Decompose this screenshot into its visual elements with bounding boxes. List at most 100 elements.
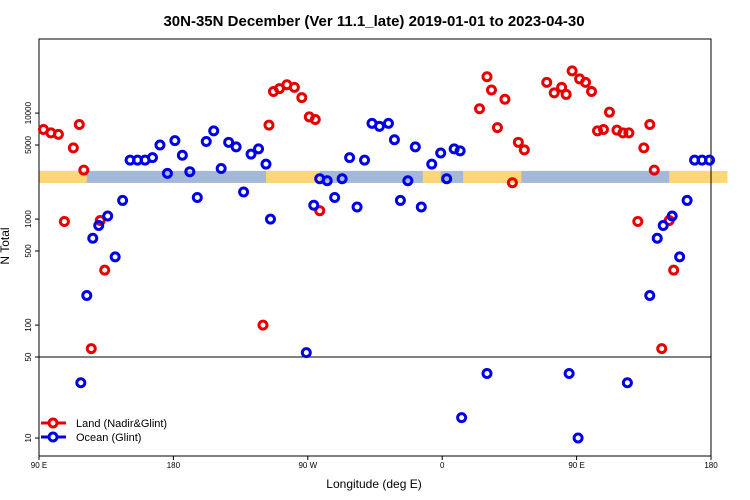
y-tick-label: 10	[24, 433, 33, 442]
legend-label: Ocean (Glint)	[76, 432, 141, 444]
x-tick-label: 90 E	[568, 461, 584, 470]
land-point	[566, 65, 578, 77]
ocean-point	[415, 201, 427, 213]
ocean-point	[704, 154, 716, 166]
land-point	[617, 127, 629, 139]
y-tick-label: 500	[24, 244, 33, 258]
ocean-point	[359, 154, 371, 166]
land-point	[52, 128, 64, 140]
land-point	[518, 144, 530, 156]
land-band-segment	[463, 170, 522, 183]
chart-title: 30N-35N December (Ver 11.1_late) 2019-01…	[163, 13, 584, 30]
ocean-point	[321, 175, 333, 187]
land-point	[586, 85, 598, 97]
ocean-point	[308, 199, 320, 211]
land-point	[644, 119, 656, 131]
ocean-point	[260, 158, 272, 170]
ocean-point	[388, 134, 400, 146]
land-band-segment	[669, 170, 728, 183]
land-point	[499, 93, 511, 105]
x-tick-label: 90 W	[298, 461, 317, 470]
ocean-point	[373, 120, 385, 132]
ocean-point	[109, 251, 121, 263]
land-point	[474, 103, 486, 115]
land-point	[512, 136, 524, 148]
plot-area: 50 100 500 1000 5000 10000 10 90 E 180 90 W 0 90 E 1…	[24, 38, 728, 470]
ocean-point	[666, 210, 678, 222]
ocean-point	[435, 147, 447, 159]
ocean-point	[481, 368, 493, 380]
legend-marker	[47, 431, 59, 443]
ocean-point	[681, 194, 693, 206]
land-point	[580, 76, 592, 88]
land-point	[632, 215, 644, 227]
ocean-point	[230, 141, 242, 153]
ocean-point	[154, 139, 166, 151]
land-point	[603, 106, 615, 118]
land-band-segment	[39, 170, 87, 183]
ocean-point	[223, 136, 235, 148]
land-point	[309, 114, 321, 126]
x-tick-label: 180	[704, 461, 718, 470]
land-point	[592, 125, 604, 137]
land-point	[263, 119, 275, 131]
ocean-point	[300, 347, 312, 359]
ocean-point	[657, 220, 669, 232]
x-tick-label: 90 E	[31, 461, 47, 470]
ocean-point	[87, 232, 99, 244]
land-band-segment	[265, 170, 320, 183]
y-axis-label: N Total	[0, 227, 12, 264]
land-point	[296, 92, 308, 104]
land-point	[73, 119, 85, 131]
ocean-point	[382, 117, 394, 129]
ocean-point	[81, 290, 93, 302]
land-point	[481, 71, 493, 83]
land-point	[548, 87, 560, 99]
land-point	[58, 215, 70, 227]
ocean-point	[344, 152, 356, 164]
ocean-band	[39, 170, 711, 183]
y-tick-label: 50	[24, 352, 33, 361]
ocean-point	[351, 201, 363, 213]
ocean-point	[176, 149, 188, 161]
ocean-point	[674, 251, 686, 263]
land-point	[656, 343, 668, 355]
ocean-point	[215, 163, 227, 175]
land-point	[541, 76, 553, 88]
ocean-point	[161, 167, 173, 179]
land-point	[491, 122, 503, 134]
ocean-point	[191, 191, 203, 203]
land-point	[257, 319, 269, 331]
ocean-point	[426, 158, 438, 170]
y-tick-label: 1000	[24, 210, 33, 228]
land-point	[560, 88, 572, 100]
ocean-point	[169, 135, 181, 147]
y-tick-label: 100	[24, 318, 33, 332]
x-tick-label: 0	[440, 461, 445, 470]
land-point	[78, 164, 90, 176]
ocean-point	[644, 290, 656, 302]
ocean-point	[441, 173, 453, 185]
ocean-point	[409, 141, 421, 153]
ocean-point	[336, 173, 348, 185]
plot-frame	[38, 38, 712, 457]
ocean-point	[245, 148, 257, 160]
legend-label: Land (Nadir&Glint)	[76, 418, 167, 430]
x-axis-label: Longitude (deg E)	[326, 477, 421, 491]
ocean-point	[621, 377, 633, 389]
ocean-point	[146, 152, 158, 164]
ocean-point	[329, 191, 341, 203]
land-point	[485, 84, 497, 96]
land-point	[67, 142, 79, 154]
ocean-point	[454, 145, 466, 157]
land-point	[638, 142, 650, 154]
land-point	[597, 124, 609, 136]
ocean-point	[93, 220, 105, 232]
land-point	[94, 214, 106, 226]
ocean-point	[75, 377, 87, 389]
land-point	[99, 264, 111, 276]
land-point	[506, 177, 518, 189]
ocean-point	[456, 412, 468, 424]
y-tick-label: 5000	[24, 136, 33, 154]
